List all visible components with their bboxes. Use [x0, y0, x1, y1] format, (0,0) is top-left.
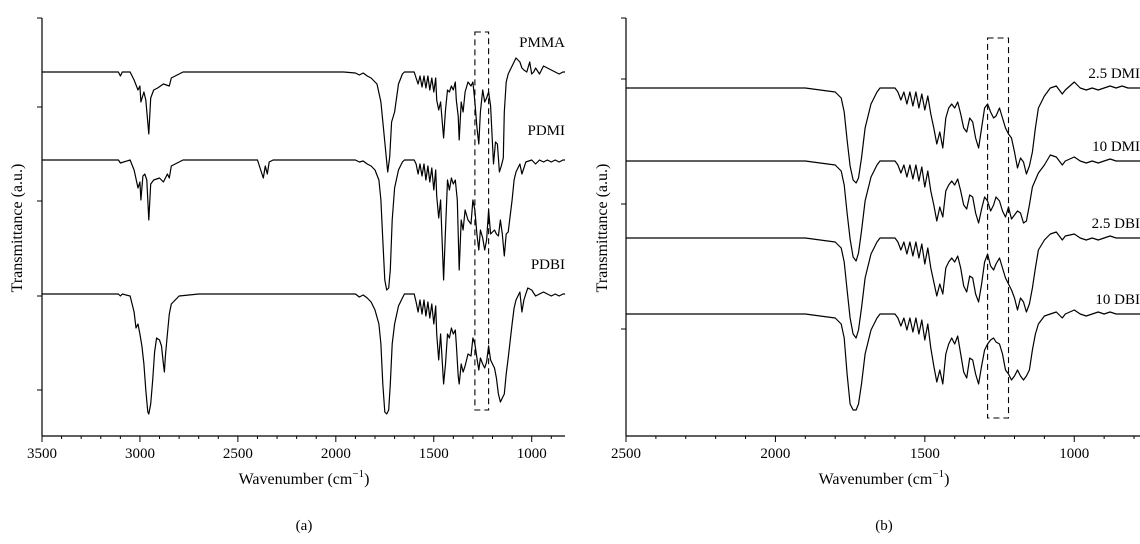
panel-b-x-ticks: 2500 2000 1500 1000: [611, 436, 1135, 462]
panel-b-x-tick-label: 1500: [910, 446, 940, 462]
panel-b-series-label: 10 DMI: [1092, 139, 1140, 155]
panel-b-y-ticks: [621, 17, 626, 330]
panel-a-trace-pmma: [42, 57, 565, 173]
panel-b-y-axis-title: Transmittance (a.u.): [594, 164, 611, 293]
panel-a-label: (a): [296, 518, 313, 534]
panel-a-x-tick-label: 2500: [223, 446, 253, 462]
panel-a-series-labels: PMMA PDMI PDBI: [519, 35, 565, 273]
panel-a-x-tick-label: 3000: [125, 446, 155, 462]
panel-a-x-axis-title: Wavenumber (cm−1): [239, 468, 370, 488]
panel-a-series-label: PDMI: [527, 123, 565, 139]
panel-b-label: (b): [875, 518, 893, 534]
panel-a-x-ticks: 3500 3000 2500 2000 1500 1000: [27, 436, 552, 462]
panel-a-series-label: PMMA: [519, 35, 565, 51]
panel-a-chart: 3500 3000 2500 2000 1500 1000 PMMA PDMI PDBI Tr…: [9, 17, 565, 534]
panel-a-trace-pdbi: [42, 287, 565, 415]
panel-b-trace-10-dmi: [626, 154, 1140, 262]
panel-b-series-label: 2.5 DBI: [1092, 216, 1140, 232]
panel-a-traces: [42, 57, 565, 415]
panel-b-chart: 2500 2000 1500 1000 2.5 DMI 10 DMI 2.5 DBI 10 …: [594, 17, 1140, 534]
panel-b-trace-2-5-dmi: [626, 81, 1140, 184]
panel-a-x-tick-label: 1500: [419, 446, 449, 462]
panel-a-x-tick-label: 3500: [27, 446, 57, 462]
panel-b-x-tick-label: 2000: [760, 446, 790, 462]
panel-a-x-tick-label: 1000: [517, 446, 547, 462]
panel-b-series-labels: 2.5 DMI 10 DMI 2.5 DBI 10 DBI: [1088, 66, 1140, 308]
panel-a-x-tick-label: 2000: [321, 446, 351, 462]
panel-b-trace-2-5-dbi: [626, 231, 1140, 339]
panel-b-x-axis-title: Wavenumber (cm−1): [819, 468, 950, 488]
panel-b-series-label: 10 DBI: [1095, 292, 1140, 308]
panel-a-trace-pdmi: [42, 159, 565, 291]
panel-a-y-axis-title: Transmittance (a.u.): [9, 164, 26, 293]
panel-a-series-label: PDBI: [531, 257, 565, 273]
panel-b-trace-10-dbi: [626, 309, 1140, 411]
panel-b-x-tick-label: 1000: [1059, 446, 1089, 462]
panel-b-highlight-box: [987, 37, 1010, 419]
panel-b-series-label: 2.5 DMI: [1088, 66, 1140, 82]
panel-a-highlight-box: [474, 31, 490, 411]
panel-b-traces: [626, 81, 1140, 411]
panel-a-y-ticks: [37, 17, 42, 391]
panel-b-x-tick-label: 2500: [611, 446, 641, 462]
